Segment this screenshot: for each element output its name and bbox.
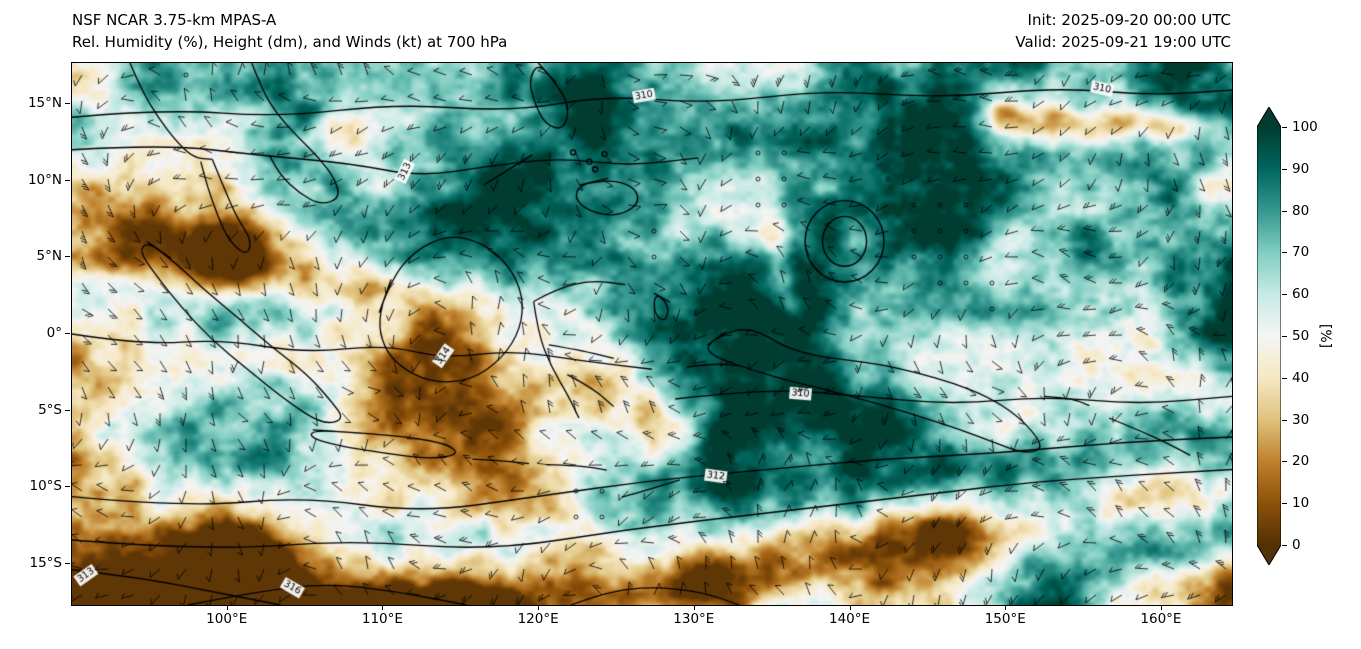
x-axis-tick-mark bbox=[1160, 605, 1162, 610]
header-right: Init: 2025-09-20 00:00 UTC Valid: 2025-0… bbox=[1015, 9, 1231, 53]
map-plot-area bbox=[71, 62, 1233, 606]
colorbar-tick-mark bbox=[1282, 210, 1287, 212]
colorbar-tick-mark bbox=[1282, 336, 1287, 337]
colorbar-tick-mark bbox=[1282, 127, 1287, 128]
colorbar-gradient bbox=[1257, 107, 1281, 565]
colorbar-tick-mark bbox=[1282, 168, 1287, 170]
y-axis-tick-label: 5°N bbox=[36, 248, 62, 265]
x-axis-tick-label: 130°E bbox=[673, 611, 715, 627]
colorbar-tick-mark bbox=[1282, 545, 1287, 546]
x-axis-tick-label: 140°E bbox=[828, 611, 871, 627]
y-axis-tick-mark bbox=[65, 103, 70, 105]
colorbar-tick-label: 50 bbox=[1292, 328, 1310, 344]
y-axis-tick-label: 5°S bbox=[38, 401, 62, 418]
colorbar-tick-label: 90 bbox=[1292, 160, 1310, 177]
chart-title: NSF NCAR 3.75-km MPAS-A bbox=[72, 11, 277, 29]
y-axis-tick-label: 0° bbox=[46, 325, 62, 341]
x-axis-tick-label: 120°E bbox=[517, 611, 559, 627]
y-axis-tick-mark bbox=[65, 256, 70, 258]
y-axis-tick-mark bbox=[65, 409, 70, 411]
colorbar-tick-mark bbox=[1282, 377, 1287, 379]
chart-subtitle: Rel. Humidity (%), Height (dm), and Wind… bbox=[72, 33, 508, 51]
y-axis-tick-label: 15°N bbox=[27, 95, 62, 112]
y-axis-tick-mark bbox=[65, 562, 70, 564]
x-axis-tick-mark bbox=[226, 605, 228, 610]
colorbar-tick-label: 0 bbox=[1292, 537, 1301, 553]
y-axis-tick-mark bbox=[65, 179, 70, 181]
colorbar-tick-label: 100 bbox=[1292, 119, 1318, 135]
colorbar-unit-label: [%] bbox=[1317, 323, 1333, 349]
colorbar-tick-label: 30 bbox=[1292, 411, 1310, 428]
x-axis-tick-mark bbox=[382, 605, 384, 610]
x-axis-tick-mark bbox=[849, 605, 851, 610]
colorbar-tick-label: 70 bbox=[1292, 244, 1310, 261]
x-axis-tick-label: 110°E bbox=[361, 611, 403, 627]
init-time: Init: 2025-09-20 00:00 UTC bbox=[1027, 11, 1231, 29]
x-axis-tick-mark bbox=[1005, 605, 1007, 610]
humidity-map-canvas bbox=[72, 63, 1232, 605]
header-left: NSF NCAR 3.75-km MPAS-A Rel. Humidity (%… bbox=[72, 9, 507, 53]
colorbar-tick-label: 80 bbox=[1292, 202, 1310, 219]
colorbar-tick-mark bbox=[1282, 252, 1287, 254]
y-axis-tick-mark bbox=[65, 486, 70, 488]
y-axis-tick-mark bbox=[65, 333, 70, 334]
colorbar-tick-label: 10 bbox=[1292, 495, 1310, 512]
x-axis-tick-label: 100°E bbox=[206, 611, 248, 627]
x-axis-tick-label: 160°E bbox=[1140, 611, 1182, 627]
valid-time: Valid: 2025-09-21 19:00 UTC bbox=[1015, 33, 1231, 51]
colorbar-tick-mark bbox=[1282, 461, 1287, 463]
colorbar-tick-label: 20 bbox=[1292, 453, 1310, 470]
colorbar-tick-label: 60 bbox=[1292, 286, 1310, 303]
colorbar-tick-label: 40 bbox=[1292, 369, 1310, 386]
x-axis-tick-mark bbox=[693, 605, 695, 610]
y-axis-tick-label: 10°N bbox=[27, 171, 62, 188]
colorbar-tick-mark bbox=[1282, 294, 1287, 296]
y-axis-tick-label: 15°S bbox=[29, 554, 63, 571]
x-axis-tick-label: 150°E bbox=[984, 611, 1026, 627]
colorbar-tick-mark bbox=[1282, 503, 1287, 505]
y-axis-tick-label: 10°S bbox=[29, 478, 63, 495]
colorbar-tick-mark bbox=[1282, 419, 1287, 421]
x-axis-tick-mark bbox=[538, 605, 540, 610]
